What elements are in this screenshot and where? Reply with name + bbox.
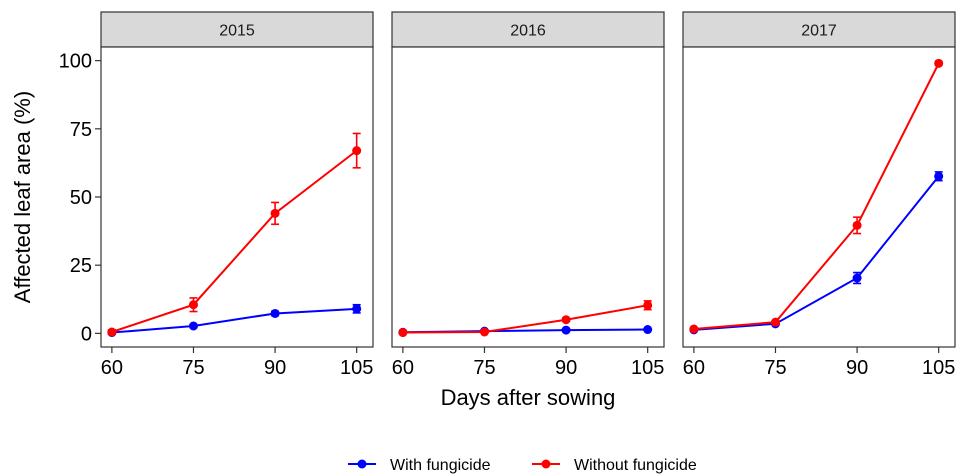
- data-point: [643, 325, 653, 335]
- x-tick-label: 75: [473, 357, 495, 379]
- series-line: [693, 62, 940, 330]
- x-tick-label: 90: [264, 357, 286, 379]
- data-point: [270, 308, 280, 318]
- x-tick-label: 60: [392, 357, 414, 379]
- facet-strip-label: 2015: [219, 23, 255, 40]
- series-line: [111, 149, 358, 333]
- data-point: [352, 146, 362, 156]
- y-tick-label: 75: [70, 119, 92, 141]
- y-tick-label: 0: [81, 323, 92, 345]
- data-point: [188, 321, 198, 331]
- facet-strip-label: 2017: [801, 23, 837, 40]
- x-axis-title: Days after sowing: [441, 385, 616, 410]
- facet-strip: [682, 11, 956, 48]
- x-tick-label: 90: [555, 357, 577, 379]
- legend: With fungicide Without fungicide: [348, 457, 697, 474]
- data-point: [561, 315, 571, 325]
- series-without-fungicide: [398, 300, 653, 338]
- legend-label: With fungicide: [390, 457, 491, 474]
- data-point: [352, 304, 362, 314]
- x-tick-label: 75: [182, 357, 204, 379]
- y-tick-label: 25: [70, 255, 92, 277]
- legend-item: Without fungicide: [532, 457, 697, 474]
- x-tick-label: 60: [101, 357, 123, 379]
- panel-border: [100, 46, 374, 348]
- x-tick-label: 90: [846, 357, 868, 379]
- data-point: [643, 300, 653, 310]
- data-point: [107, 327, 117, 337]
- series-without-fungicide: [107, 132, 362, 337]
- data-point: [852, 220, 862, 230]
- data-point: [770, 317, 780, 327]
- facet-strip-label: 2016: [510, 23, 546, 40]
- data-point: [188, 300, 198, 310]
- y-axis: 0 25 50 75 100: [59, 51, 101, 345]
- y-axis-title: Affected leaf area (%): [10, 91, 35, 303]
- facet-strip: [100, 11, 374, 48]
- data-point: [561, 325, 571, 335]
- facet-strip: [391, 11, 665, 48]
- facet-panel-2017: 2017 60 75 90 105: [682, 11, 956, 379]
- legend-label: Without fungicide: [574, 457, 697, 474]
- data-point: [270, 208, 280, 218]
- series-line: [402, 304, 648, 334]
- x-tick-label: 105: [922, 357, 955, 379]
- series-line: [111, 307, 357, 334]
- facet-panel-2016: 2016 60 75 90 105: [391, 11, 665, 379]
- legend-point-swatch: [357, 459, 367, 469]
- series-without-fungicide: [689, 58, 944, 334]
- y-tick-label: 100: [59, 51, 92, 73]
- x-tick-label: 105: [340, 357, 373, 379]
- legend-point-swatch: [541, 459, 551, 469]
- panel-border: [391, 46, 665, 348]
- data-point: [689, 324, 699, 334]
- data-point: [934, 171, 944, 181]
- x-tick-label: 105: [631, 357, 664, 379]
- data-point: [934, 58, 944, 68]
- data-point: [479, 327, 489, 337]
- panel-border: [682, 46, 956, 348]
- data-point: [852, 273, 862, 283]
- facet-panel-2015: 2015 60 75 90 105: [100, 11, 374, 379]
- legend-item: With fungicide: [348, 457, 491, 474]
- y-tick-label: 50: [70, 187, 92, 209]
- x-tick-label: 60: [683, 357, 705, 379]
- series-line: [693, 175, 940, 331]
- data-point: [398, 328, 408, 338]
- x-tick-label: 75: [764, 357, 786, 379]
